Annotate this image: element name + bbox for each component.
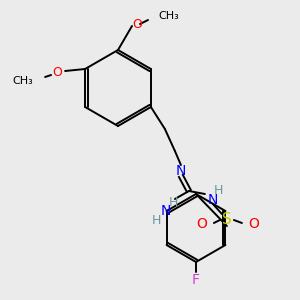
Text: H: H	[214, 184, 224, 196]
Text: O: O	[248, 217, 259, 231]
Text: F: F	[192, 273, 200, 287]
Text: S: S	[222, 212, 232, 227]
Text: N: N	[176, 164, 186, 178]
Text: N: N	[161, 204, 171, 218]
Text: CH₃: CH₃	[12, 76, 33, 86]
Text: CH₃: CH₃	[158, 11, 179, 21]
Text: O: O	[52, 67, 62, 80]
Text: N: N	[208, 193, 218, 207]
Text: O: O	[132, 19, 142, 32]
Text: H: H	[152, 214, 162, 226]
Text: O: O	[196, 217, 207, 231]
Text: H: H	[169, 196, 178, 209]
